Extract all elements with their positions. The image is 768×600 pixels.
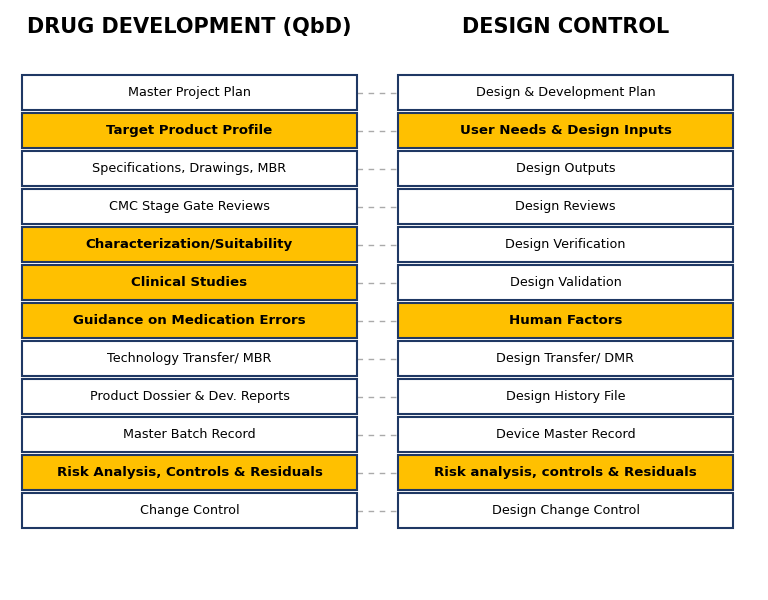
FancyBboxPatch shape (398, 303, 733, 338)
FancyBboxPatch shape (22, 379, 357, 414)
Text: Specifications, Drawings, MBR: Specifications, Drawings, MBR (92, 162, 286, 175)
FancyBboxPatch shape (22, 227, 357, 262)
Text: Characterization/Suitability: Characterization/Suitability (86, 238, 293, 251)
Text: Design & Development Plan: Design & Development Plan (475, 86, 655, 99)
Text: Design Change Control: Design Change Control (492, 504, 640, 517)
FancyBboxPatch shape (22, 455, 357, 490)
FancyBboxPatch shape (22, 417, 357, 452)
Text: Guidance on Medication Errors: Guidance on Medication Errors (73, 314, 306, 327)
FancyBboxPatch shape (398, 151, 733, 186)
FancyBboxPatch shape (398, 189, 733, 224)
Text: Master Batch Record: Master Batch Record (123, 428, 256, 441)
Text: DRUG DEVELOPMENT (QbD): DRUG DEVELOPMENT (QbD) (27, 17, 352, 37)
Text: Design History File: Design History File (506, 390, 625, 403)
Text: Risk Analysis, Controls & Residuals: Risk Analysis, Controls & Residuals (57, 466, 323, 479)
FancyBboxPatch shape (22, 493, 357, 528)
FancyBboxPatch shape (398, 417, 733, 452)
FancyBboxPatch shape (22, 113, 357, 148)
Text: Change Control: Change Control (140, 504, 240, 517)
FancyBboxPatch shape (398, 493, 733, 528)
FancyBboxPatch shape (22, 75, 357, 110)
Text: Master Project Plan: Master Project Plan (128, 86, 251, 99)
Text: DESIGN CONTROL: DESIGN CONTROL (462, 17, 669, 37)
Text: Risk analysis, controls & Residuals: Risk analysis, controls & Residuals (434, 466, 697, 479)
Text: Device Master Record: Device Master Record (495, 428, 635, 441)
FancyBboxPatch shape (22, 265, 357, 300)
Text: Clinical Studies: Clinical Studies (131, 276, 247, 289)
Text: Design Validation: Design Validation (509, 276, 621, 289)
Text: Design Outputs: Design Outputs (515, 162, 615, 175)
FancyBboxPatch shape (22, 189, 357, 224)
Text: Design Transfer/ DMR: Design Transfer/ DMR (496, 352, 634, 365)
Text: Human Factors: Human Factors (509, 314, 622, 327)
FancyBboxPatch shape (398, 75, 733, 110)
Text: CMC Stage Gate Reviews: CMC Stage Gate Reviews (109, 200, 270, 213)
Text: Design Verification: Design Verification (505, 238, 626, 251)
Text: Design Reviews: Design Reviews (515, 200, 616, 213)
FancyBboxPatch shape (398, 113, 733, 148)
FancyBboxPatch shape (398, 379, 733, 414)
FancyBboxPatch shape (22, 151, 357, 186)
Text: Product Dossier & Dev. Reports: Product Dossier & Dev. Reports (90, 390, 290, 403)
FancyBboxPatch shape (398, 455, 733, 490)
FancyBboxPatch shape (398, 341, 733, 376)
FancyBboxPatch shape (22, 341, 357, 376)
Text: Technology Transfer/ MBR: Technology Transfer/ MBR (108, 352, 272, 365)
FancyBboxPatch shape (398, 265, 733, 300)
Text: User Needs & Design Inputs: User Needs & Design Inputs (459, 124, 671, 137)
Text: Target Product Profile: Target Product Profile (107, 124, 273, 137)
FancyBboxPatch shape (398, 227, 733, 262)
FancyBboxPatch shape (22, 303, 357, 338)
